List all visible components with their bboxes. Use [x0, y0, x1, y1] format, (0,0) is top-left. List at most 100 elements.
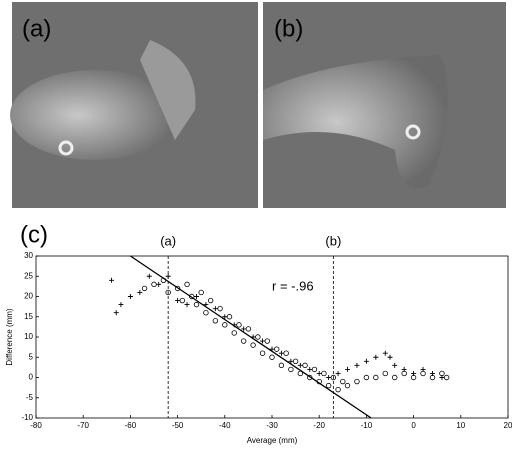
- point: [199, 290, 204, 295]
- point: [166, 274, 171, 279]
- reference-label: (b): [325, 233, 341, 248]
- point: [194, 294, 199, 299]
- point: [194, 302, 199, 307]
- annotation: r = -.96: [272, 278, 314, 293]
- point: [298, 363, 303, 368]
- y-tick-label: 20: [24, 292, 33, 301]
- point: [303, 363, 308, 368]
- y-tick-label: 25: [24, 271, 33, 280]
- y-axis-label: Difference (mm): [5, 308, 14, 366]
- point: [307, 367, 312, 372]
- reference-label: (a): [160, 233, 176, 248]
- point: [156, 282, 161, 287]
- point: [114, 310, 119, 315]
- point: [364, 359, 369, 364]
- point: [137, 290, 142, 295]
- x-tick-label: -70: [77, 421, 89, 430]
- point: [402, 367, 407, 372]
- point: [274, 347, 279, 352]
- point: [439, 375, 444, 380]
- point: [383, 351, 388, 356]
- point: [341, 379, 346, 384]
- point: [223, 323, 228, 328]
- point: [227, 314, 232, 319]
- y-tick-label: 5: [29, 352, 34, 361]
- point: [118, 302, 123, 307]
- point: [128, 294, 133, 299]
- point: [185, 302, 190, 307]
- point: [237, 323, 242, 328]
- point: [326, 375, 331, 380]
- point: [260, 351, 265, 356]
- point: [411, 371, 416, 376]
- fit-line: [130, 256, 371, 418]
- x-tick-label: 0: [411, 421, 416, 430]
- point: [444, 375, 449, 380]
- point: [175, 298, 180, 303]
- point: [289, 367, 294, 372]
- x-axis-label: Average (mm): [247, 436, 298, 445]
- point: [336, 387, 341, 392]
- figure: (a) (b) (c) r = -.96 Average (mm) Differ…: [0, 0, 512, 446]
- point: [152, 282, 157, 287]
- point: [265, 339, 270, 344]
- photo-label: (a): [22, 15, 51, 42]
- point: [388, 355, 393, 360]
- point: [383, 371, 388, 376]
- photo-label: (b): [274, 15, 303, 42]
- x-tick-label: -80: [30, 421, 42, 430]
- panel-label: (c): [20, 221, 48, 248]
- point: [213, 306, 218, 311]
- y-tick-label: -10: [21, 413, 33, 422]
- point: [279, 351, 284, 356]
- point: [246, 327, 251, 332]
- point: [421, 367, 426, 372]
- point: [317, 371, 322, 376]
- point: [147, 274, 152, 279]
- x-tick-label: 10: [456, 421, 465, 430]
- point: [208, 298, 213, 303]
- point: [109, 278, 114, 283]
- point: [218, 306, 223, 311]
- point: [322, 371, 327, 376]
- point: [364, 375, 369, 380]
- point: [260, 339, 265, 344]
- point: [180, 298, 185, 303]
- x-tick-label: -40: [219, 421, 231, 430]
- point: [204, 310, 209, 315]
- point: [312, 367, 317, 372]
- point: [345, 383, 350, 388]
- x-tick-label: 20: [504, 421, 512, 430]
- point: [355, 379, 360, 384]
- point: [213, 319, 218, 324]
- point: [345, 367, 350, 372]
- x-tick-label: -30: [266, 421, 278, 430]
- x-tick-label: -50: [172, 421, 184, 430]
- x-tick-label: -10: [361, 421, 373, 430]
- y-tick-label: 15: [24, 312, 33, 321]
- point: [392, 375, 397, 380]
- point: [270, 355, 275, 360]
- point: [326, 383, 331, 388]
- point: [241, 339, 246, 344]
- point: [279, 363, 284, 368]
- point: [232, 331, 237, 336]
- point: [354, 363, 359, 368]
- point: [142, 286, 147, 291]
- y-tick-label: 30: [24, 251, 33, 260]
- y-tick-label: 10: [24, 332, 33, 341]
- point: [284, 351, 289, 356]
- point: [185, 282, 190, 287]
- point: [293, 359, 298, 364]
- point: [392, 363, 397, 368]
- x-tick-label: -20: [313, 421, 325, 430]
- y-tick-label: 0: [29, 373, 34, 382]
- point: [336, 371, 341, 376]
- point: [373, 355, 378, 360]
- y-tick-label: -5: [26, 393, 34, 402]
- point: [256, 335, 261, 340]
- point: [251, 343, 256, 348]
- point: [430, 371, 435, 376]
- point: [374, 375, 379, 380]
- x-tick-label: -60: [125, 421, 137, 430]
